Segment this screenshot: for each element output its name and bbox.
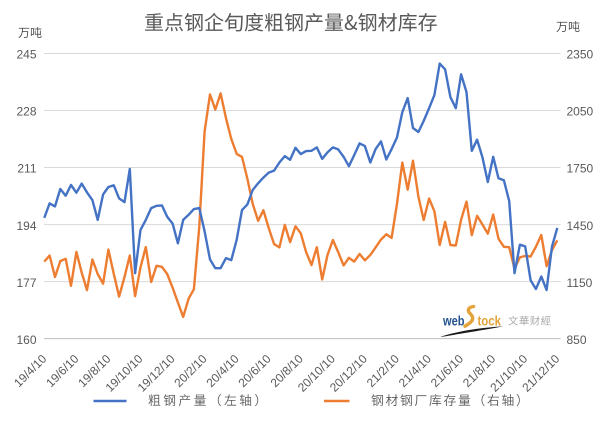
svg-text:1450: 1450: [567, 219, 594, 233]
svg-text:160: 160: [16, 333, 36, 347]
svg-text:177: 177: [16, 276, 36, 290]
svg-text:850: 850: [567, 333, 587, 347]
svg-text:194: 194: [16, 219, 36, 233]
svg-text:tock: tock: [478, 314, 502, 329]
svg-text:1150: 1150: [567, 276, 593, 290]
svg-text:2050: 2050: [567, 105, 594, 119]
svg-text:211: 211: [17, 162, 36, 176]
svg-text:2350: 2350: [567, 48, 594, 62]
svg-text:245: 245: [16, 48, 36, 62]
svg-text:web: web: [442, 314, 464, 329]
svg-text:1750: 1750: [567, 162, 594, 176]
svg-text:228: 228: [16, 105, 36, 119]
